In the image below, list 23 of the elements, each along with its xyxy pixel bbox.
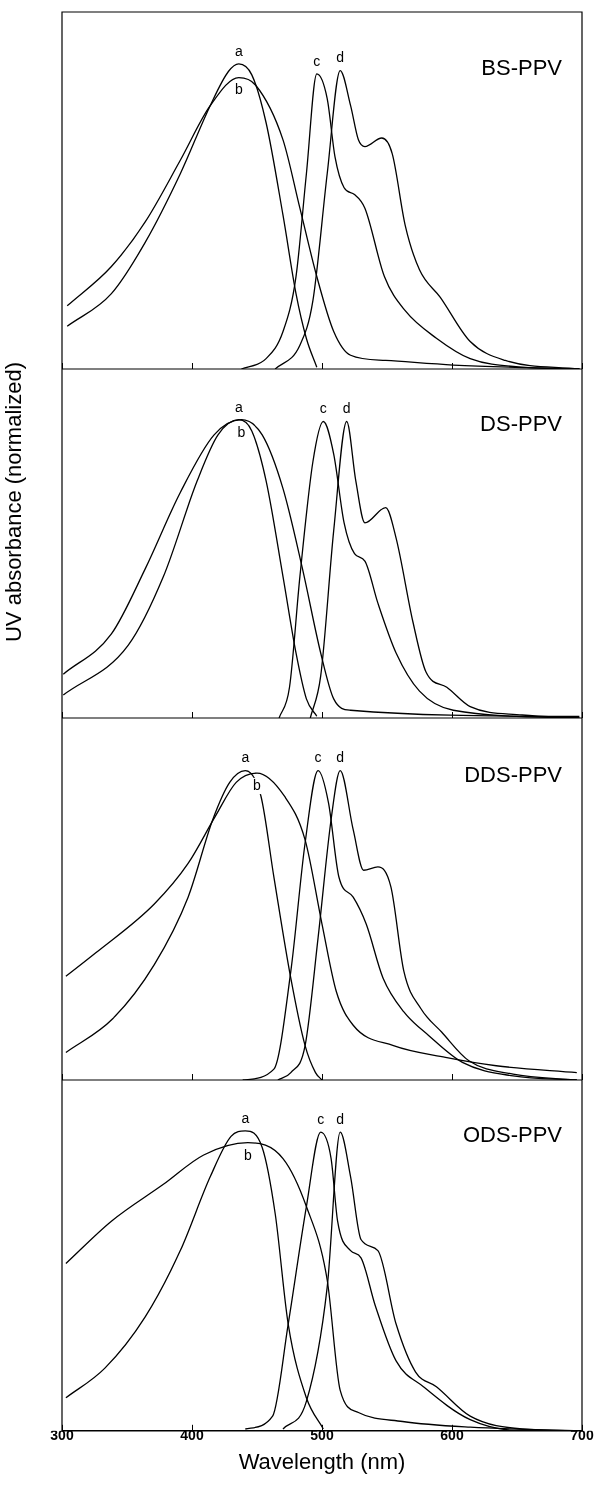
chart-title: DDS-PPV	[464, 761, 563, 787]
series-label: d	[336, 1111, 345, 1128]
x-tick-label: 300	[50, 1427, 74, 1444]
series-label: b	[244, 1146, 252, 1163]
series-label: a	[241, 1109, 250, 1126]
chart-title: BS-PPV	[481, 55, 563, 81]
series-label: b	[253, 776, 262, 793]
series-label: c	[314, 749, 322, 766]
chart-title: ODS-PPV	[462, 1122, 563, 1148]
chart-title: DS-PPV	[480, 410, 563, 436]
y-axis-title: UV absorbance (normalized)	[1, 361, 27, 642]
series-label: c	[313, 52, 321, 69]
series-label: b	[237, 423, 246, 440]
series-label: d	[336, 49, 345, 66]
series-label: d	[336, 749, 345, 766]
x-axis-title: Wavelength (nm)	[238, 1448, 406, 1474]
series-label: a	[234, 42, 243, 59]
series-label: a	[241, 749, 250, 766]
series-label: d	[342, 400, 351, 417]
series-label: c	[319, 400, 327, 417]
series-label: c	[317, 1111, 325, 1128]
series-label: a	[234, 398, 243, 415]
series-label: b	[234, 81, 243, 98]
